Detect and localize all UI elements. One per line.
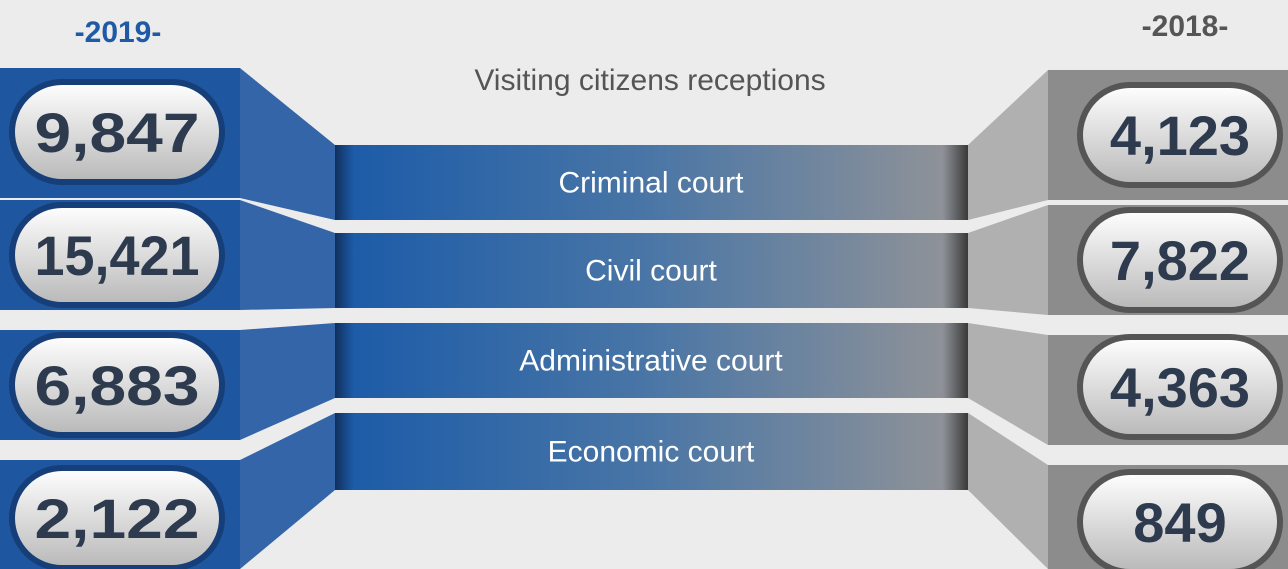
right-pill	[1077, 334, 1283, 440]
right-pill	[1077, 469, 1283, 569]
right-pill	[1077, 82, 1283, 188]
right-connector	[968, 205, 1048, 315]
right-pill	[1077, 207, 1283, 313]
right-header: -2018-	[1142, 10, 1229, 43]
left-connector	[240, 413, 335, 569]
right-connector	[968, 413, 1048, 569]
left-value: 15,421	[35, 224, 200, 287]
center-bar	[335, 233, 968, 308]
left-value: 6,883	[35, 354, 200, 417]
rows: Criminal court 9,847 4,123 Civil court 15,42…	[0, 68, 1288, 569]
left-header: -2019-	[75, 16, 162, 49]
left-pill	[9, 202, 225, 308]
left-connector	[240, 200, 335, 310]
right-value: 4,123	[1110, 104, 1250, 167]
right-value: 7,822	[1110, 229, 1250, 292]
left-pill	[9, 332, 225, 438]
row-label: Civil court	[585, 255, 717, 288]
right-connector	[968, 70, 1048, 220]
row-label: Administrative court	[519, 345, 783, 378]
center-bar	[335, 413, 968, 490]
row-label: Economic court	[548, 436, 755, 469]
right-value: 849	[1133, 491, 1226, 554]
left-connector	[240, 323, 335, 440]
right-value: 4,363	[1110, 356, 1250, 419]
row-label: Criminal court	[558, 167, 744, 200]
center-bar	[335, 145, 968, 220]
left-value: 9,847	[35, 101, 200, 164]
title: Visiting citizens receptions	[474, 64, 825, 97]
left-connector	[240, 68, 335, 220]
left-value: 2,122	[35, 487, 200, 550]
left-pill	[9, 79, 225, 185]
left-pill	[9, 465, 225, 569]
center-bar	[335, 323, 968, 398]
right-connector	[968, 323, 1048, 445]
